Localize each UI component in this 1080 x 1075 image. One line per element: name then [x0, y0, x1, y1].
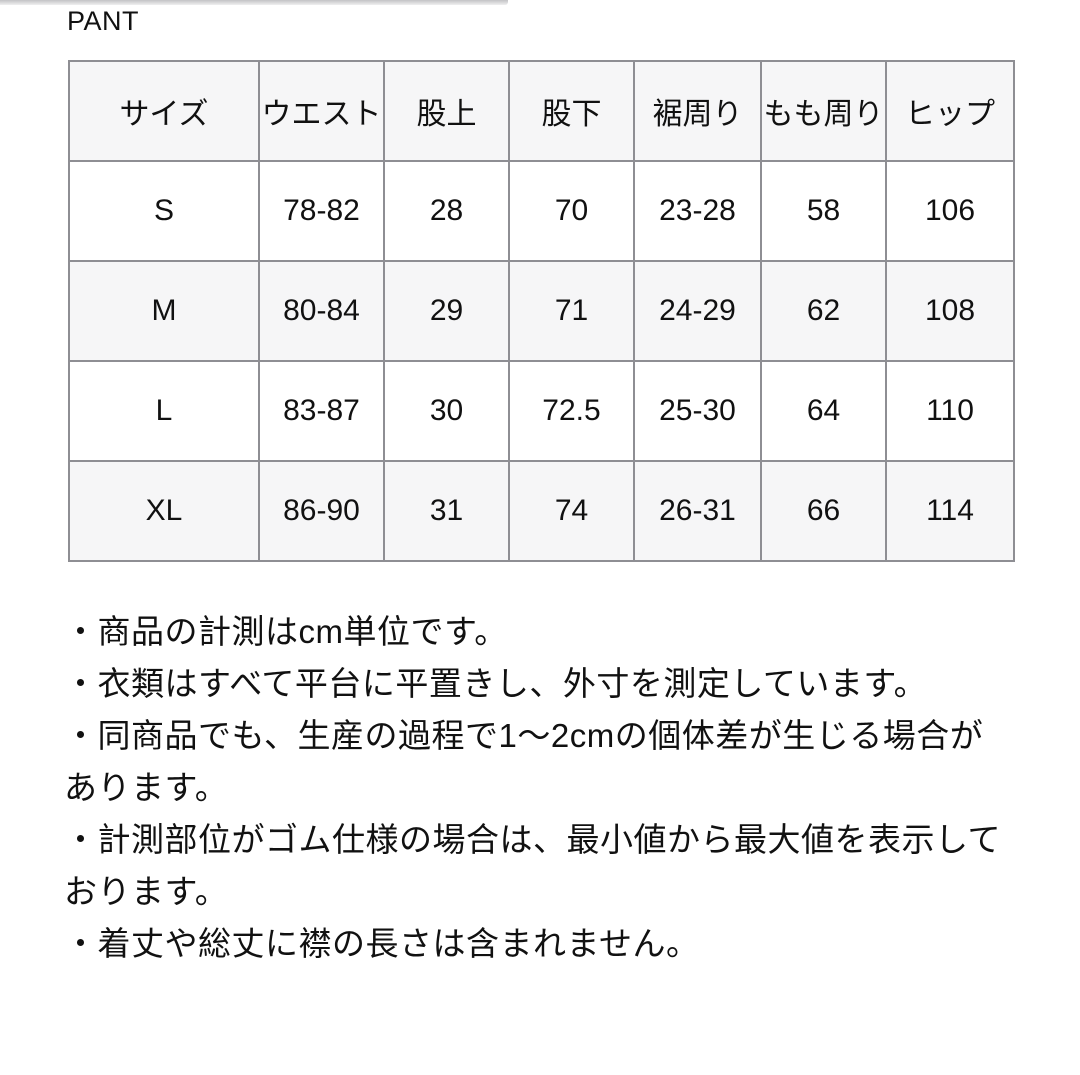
measurement-cell: 74	[508, 460, 635, 562]
column-header: 裾周り	[633, 60, 762, 162]
size-label-cell: S	[68, 160, 260, 262]
note-item: ・衣類はすべて平台に平置きし、外寸を測定しています。	[64, 665, 928, 702]
note-item: ・同商品でも、生産の過程で1〜2cmの個体差が生じる場合があります。	[64, 717, 984, 806]
size-row: L 83-87 30 72.5 25-30 64 110	[68, 360, 1015, 462]
measurement-cell: 28	[383, 160, 510, 262]
measurement-cell: 64	[760, 360, 887, 462]
measurement-cell: 80-84	[258, 260, 385, 362]
header-row: サイズ ウエスト 股上 股下 裾周り もも周り ヒップ	[68, 60, 1015, 162]
column-header: ウエスト	[258, 60, 385, 162]
top-edge-remnant	[0, 0, 508, 5]
measurement-cell: 30	[383, 360, 510, 462]
size-label-cell: XL	[68, 460, 260, 562]
measurement-cell: 23-28	[633, 160, 762, 262]
page-title: PANT	[67, 6, 140, 36]
measurement-cell: 25-30	[633, 360, 762, 462]
measurement-cell: 70	[508, 160, 635, 262]
size-chart-table: サイズ ウエスト 股上 股下 裾周り もも周り ヒップ S 78-82 28 70 23-28 58 1…	[68, 60, 1015, 562]
size-chart-body: S 78-82 28 70 23-28 58 106 M 80-84 29 71 24-29 62 108…	[68, 160, 1015, 562]
note-item: ・商品の計測はcm単位です。	[64, 613, 508, 650]
size-label-cell: M	[68, 260, 260, 362]
measurement-cell: 71	[508, 260, 635, 362]
note-item: ・計測部位がゴム仕様の場合は、最小値から最大値を表示しております。	[64, 821, 1002, 910]
measurement-cell: 78-82	[258, 160, 385, 262]
measurement-cell: 66	[760, 460, 887, 562]
column-header: もも周り	[760, 60, 887, 162]
measurement-cell: 62	[760, 260, 887, 362]
measurement-cell: 108	[885, 260, 1015, 362]
measurement-cell: 29	[383, 260, 510, 362]
size-row: S 78-82 28 70 23-28 58 106	[68, 160, 1015, 262]
measurement-cell: 26-31	[633, 460, 762, 562]
measurement-cell: 86-90	[258, 460, 385, 562]
size-row: M 80-84 29 71 24-29 62 108	[68, 260, 1015, 362]
measurement-cell: 110	[885, 360, 1015, 462]
column-header: 股下	[508, 60, 635, 162]
size-chart-header: サイズ ウエスト 股上 股下 裾周り もも周り ヒップ	[68, 60, 1015, 162]
measurement-cell: 106	[885, 160, 1015, 262]
measurement-cell: 31	[383, 460, 510, 562]
size-label-cell: L	[68, 360, 260, 462]
measurement-cell: 72.5	[508, 360, 635, 462]
column-header: 股上	[383, 60, 510, 162]
size-row: XL 86-90 31 74 26-31 66 114	[68, 460, 1015, 562]
note-item: ・着丈や総丈に襟の長さは含まれません。	[64, 925, 700, 962]
column-header: サイズ	[68, 60, 260, 162]
measurement-cell: 24-29	[633, 260, 762, 362]
measurement-cell: 114	[885, 460, 1015, 562]
column-header: ヒップ	[885, 60, 1015, 162]
measurement-cell: 58	[760, 160, 887, 262]
measurement-cell: 83-87	[258, 360, 385, 462]
measurement-notes: ・商品の計測はcm単位です。 ・衣類はすべて平台に平置きし、外寸を測定しています…	[64, 606, 1014, 970]
